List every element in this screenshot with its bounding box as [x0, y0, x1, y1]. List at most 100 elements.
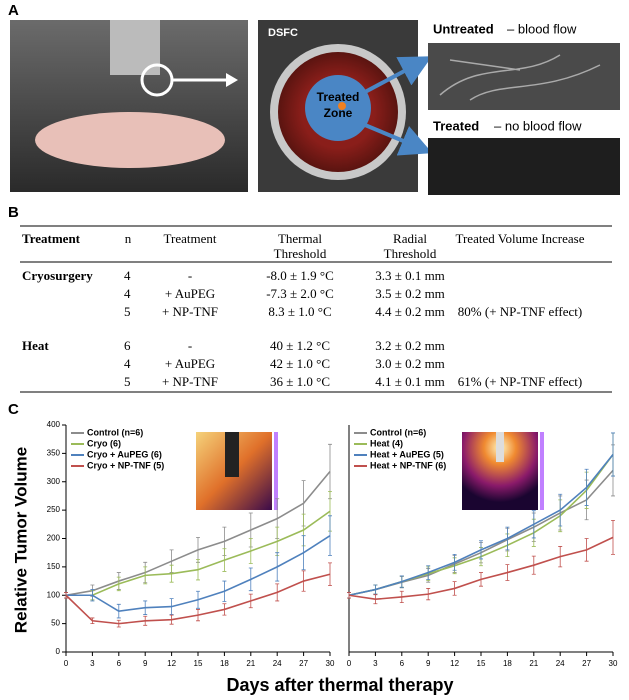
panel-label: A	[8, 2, 19, 19]
error-bar	[426, 588, 431, 601]
treated-zone	[305, 75, 371, 141]
error-bar	[196, 609, 200, 622]
table-cell: 3.5 ± 0.2 mm	[375, 286, 445, 301]
arrow	[364, 56, 433, 94]
y-tick-label: 350	[47, 448, 61, 457]
table-cell: 80% (+ NP-TNF effect)	[458, 304, 582, 319]
error-bar	[558, 493, 563, 527]
table-cell: -8.0 ± 1.9 °C	[266, 268, 334, 283]
error-bar	[479, 572, 483, 587]
y-tick-label: 50	[51, 619, 60, 628]
zone-label: Zone	[324, 106, 353, 120]
table-cell: -	[188, 338, 192, 353]
header-cell: Threshold	[274, 246, 327, 261]
colorbar	[274, 432, 278, 510]
error-bar	[64, 592, 68, 599]
error-bar	[301, 535, 306, 571]
error-bar	[328, 562, 332, 587]
table: Treatment n Treatment ThermalThresholdRadia…	[20, 225, 612, 393]
table-cell: + NP-TNF	[162, 374, 218, 389]
y-tick-label: 0	[56, 647, 61, 656]
x-tick-label: 15	[194, 659, 203, 668]
error-bar	[399, 590, 404, 604]
legend-label: Heat (4)	[370, 438, 403, 448]
x-tick-label: 24	[556, 659, 565, 668]
error-bar	[611, 432, 615, 477]
error-bar	[301, 570, 306, 592]
x-tick-label: 21	[529, 659, 538, 668]
error-bar	[248, 567, 253, 592]
arrow	[364, 123, 433, 156]
x-tick-label: 6	[400, 659, 405, 668]
x-tick-label: 24	[273, 659, 282, 668]
error-bar	[426, 565, 431, 580]
table-cell: 4.4 ± 0.2 mm	[375, 304, 445, 319]
x-tick-label: 9	[426, 659, 431, 668]
x-tick-label: 18	[503, 659, 512, 668]
header-cell: Thermal	[278, 231, 322, 246]
nanoparticle-dot	[338, 102, 346, 110]
legend-label: Heat + AuPEG (5)	[370, 449, 444, 459]
panel-label: C	[8, 401, 19, 418]
table-cell: Heat	[22, 338, 49, 353]
untreated-caption: – blood flow	[507, 21, 577, 36]
x-tick-label: 18	[220, 659, 229, 668]
error-bar	[452, 581, 457, 596]
x-tick-label: 9	[143, 659, 148, 668]
table-cell: 4.1 ± 0.1 mm	[375, 374, 445, 389]
error-bar	[479, 540, 483, 560]
error-bar	[169, 614, 174, 625]
table-cell: + NP-TNF	[162, 304, 218, 319]
table-cell: 4	[124, 268, 131, 283]
probe	[496, 432, 504, 462]
error-bar	[373, 584, 378, 595]
table-cell: 61% (+ NP-TNF effect)	[458, 374, 582, 389]
no-flow-image	[428, 138, 620, 195]
error-bar	[169, 598, 174, 615]
error-bar	[90, 589, 95, 602]
table-cell: 3.0 ± 0.2 mm	[375, 356, 445, 371]
table-cell: 3.2 ± 0.2 mm	[375, 338, 445, 353]
legend-label: Heat + NP-TNF (6)	[370, 460, 446, 470]
table-cell: Cryosurgery	[22, 268, 93, 283]
error-bar	[584, 468, 589, 506]
table-cell: 5	[124, 374, 131, 389]
y-tick-label: 250	[47, 505, 61, 514]
table-cell: 3.3 ± 0.1 mm	[375, 268, 445, 283]
x-tick-label: 27	[299, 659, 308, 668]
treated-label: Treated	[433, 118, 479, 133]
error-bar	[143, 566, 148, 585]
y-tick-label: 150	[47, 562, 61, 571]
x-tick-label: 3	[373, 659, 378, 668]
x-tick-label: 21	[246, 659, 255, 668]
y-tick-label: 300	[47, 477, 61, 486]
error-bar	[505, 526, 510, 551]
x-tick-label: 6	[117, 659, 122, 668]
header-cell: Treated Volume Increase	[455, 231, 584, 246]
header-cell: Threshold	[384, 246, 437, 261]
dsfc-label: DSFC	[268, 27, 298, 39]
table-cell: 42 ± 1.0 °C	[270, 356, 330, 371]
header-cell: Radial	[393, 231, 427, 246]
error-bar	[611, 519, 615, 555]
x-axis-label: Days after thermal therapy	[226, 675, 453, 695]
x-tick-label: 0	[347, 659, 352, 668]
x-tick-label: 15	[477, 659, 486, 668]
panel-label: B	[8, 204, 19, 221]
error-bar	[531, 555, 536, 575]
error-bar	[143, 600, 148, 615]
error-bar	[222, 548, 227, 572]
legend-label: Control (n=6)	[87, 427, 143, 437]
probe	[225, 432, 239, 477]
y-axis-label: Relative Tumor Volume	[11, 447, 30, 633]
legend-label: Cryo + AuPEG (6)	[87, 449, 162, 459]
y-tick-label: 100	[47, 590, 61, 599]
table-cell: 5	[124, 304, 131, 319]
error-bar	[196, 559, 200, 581]
x-tick-label: 27	[582, 659, 591, 668]
error-bar	[399, 575, 404, 588]
legend-label: Control (n=6)	[370, 427, 426, 437]
error-bar	[328, 443, 332, 500]
header-cell: Treatment	[164, 231, 217, 246]
